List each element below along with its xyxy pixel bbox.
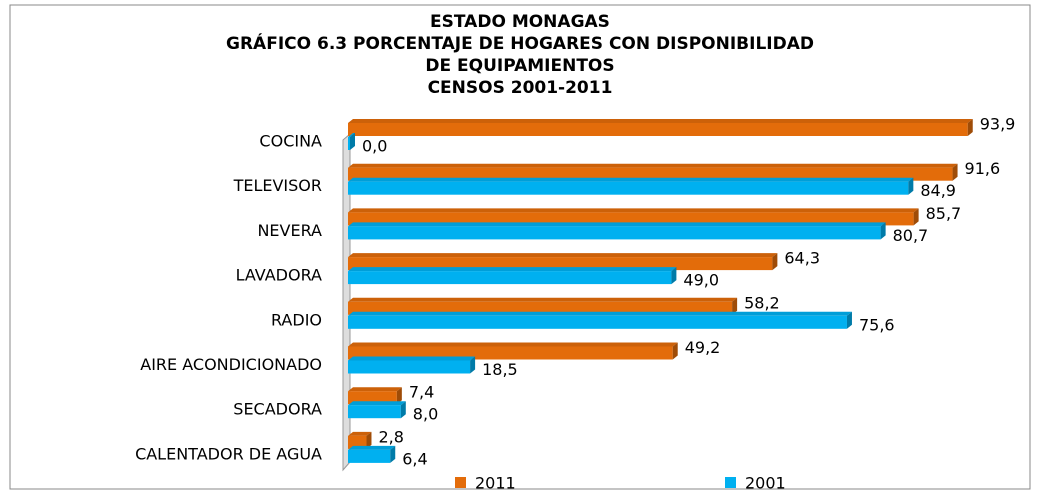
y-tick-label: NEVERA: [257, 221, 322, 240]
bar-side: [913, 208, 919, 226]
bar-side: [967, 119, 973, 136]
data-label: 58,2: [744, 293, 780, 312]
bar: [348, 301, 733, 315]
bar-top: [348, 401, 406, 406]
bar: [348, 346, 673, 360]
data-label: 80,7: [893, 226, 929, 245]
bar: [348, 449, 391, 463]
bar: [348, 226, 881, 240]
bar-top: [348, 297, 738, 302]
y-tick-label: CALENTADOR DE AGUA: [135, 444, 322, 463]
legend-swatch: [725, 477, 736, 488]
data-label: 2,8: [378, 427, 403, 446]
bar-side: [908, 177, 914, 195]
y-tick-label: RADIO: [271, 310, 322, 329]
y-tick-label: AIRE ACONDICIONADO: [140, 355, 322, 374]
bar-top: [348, 445, 396, 450]
bar-side: [880, 222, 886, 240]
bar-top: [348, 431, 372, 436]
data-label: 8,0: [413, 405, 438, 424]
chart-frame: [9, 4, 1031, 490]
data-label: 0,0: [362, 137, 387, 156]
legend-label: 2011: [475, 474, 516, 493]
chart-title: DE EQUIPAMIENTOS: [425, 56, 614, 76]
bar: [348, 360, 471, 374]
bar-side: [390, 445, 396, 463]
y-tick-label: TELEVISOR: [233, 176, 322, 195]
bar-top: [348, 177, 914, 182]
legend-swatch: [455, 477, 466, 488]
bar-side: [846, 311, 852, 329]
bar: [348, 405, 401, 419]
bar-top: [348, 356, 476, 361]
bar: [348, 315, 847, 329]
data-label: 64,3: [784, 249, 820, 268]
legend-label: 2001: [745, 474, 786, 493]
data-label: 49,0: [683, 271, 719, 290]
bar-top: [348, 311, 852, 316]
bar: [348, 391, 397, 405]
bar-side: [671, 267, 677, 285]
bar: [348, 435, 367, 449]
bar-side: [400, 401, 406, 419]
data-label: 85,7: [926, 204, 962, 223]
chart-title: ESTADO MONAGAS: [430, 12, 610, 32]
data-label: 91,6: [965, 159, 1001, 178]
data-label: 7,4: [409, 383, 434, 402]
y-tick-label: SECADORA: [233, 400, 322, 419]
bar-top: [348, 387, 402, 392]
bar-top: [348, 222, 886, 227]
bar: [348, 212, 914, 226]
bar: [348, 123, 968, 136]
bar-top: [348, 119, 973, 123]
data-label: 75,6: [859, 315, 895, 334]
bar-side: [470, 356, 476, 374]
bar-side: [672, 342, 678, 360]
bar-top: [348, 253, 778, 258]
bar: [348, 257, 773, 271]
data-label: 93,9: [980, 115, 1016, 134]
chart-title: CENSOS 2001-2011: [428, 78, 613, 98]
bar-side: [732, 297, 738, 315]
bar-side: [772, 253, 778, 271]
bar-top: [348, 208, 919, 213]
bar: [348, 167, 953, 181]
bar-side: [396, 387, 402, 405]
bar-top: [348, 133, 355, 137]
y-tick-label: COCINA: [259, 132, 322, 151]
bar-side: [350, 133, 355, 150]
bar-side: [366, 431, 372, 449]
chart-title: GRÁFICO 6.3 PORCENTAJE DE HOGARES CON DI…: [226, 32, 814, 54]
data-label: 6,4: [402, 449, 427, 468]
bar: [348, 271, 672, 285]
y-tick-label: LAVADORA: [236, 266, 322, 285]
data-label: 84,9: [920, 181, 956, 200]
data-label: 49,2: [685, 338, 721, 357]
bar-top: [348, 163, 958, 168]
data-label: 18,5: [482, 360, 518, 379]
bar-top: [348, 342, 678, 347]
bar-side: [952, 163, 958, 181]
bar-top: [348, 267, 677, 272]
bar: [348, 137, 350, 150]
bar: [348, 181, 909, 195]
